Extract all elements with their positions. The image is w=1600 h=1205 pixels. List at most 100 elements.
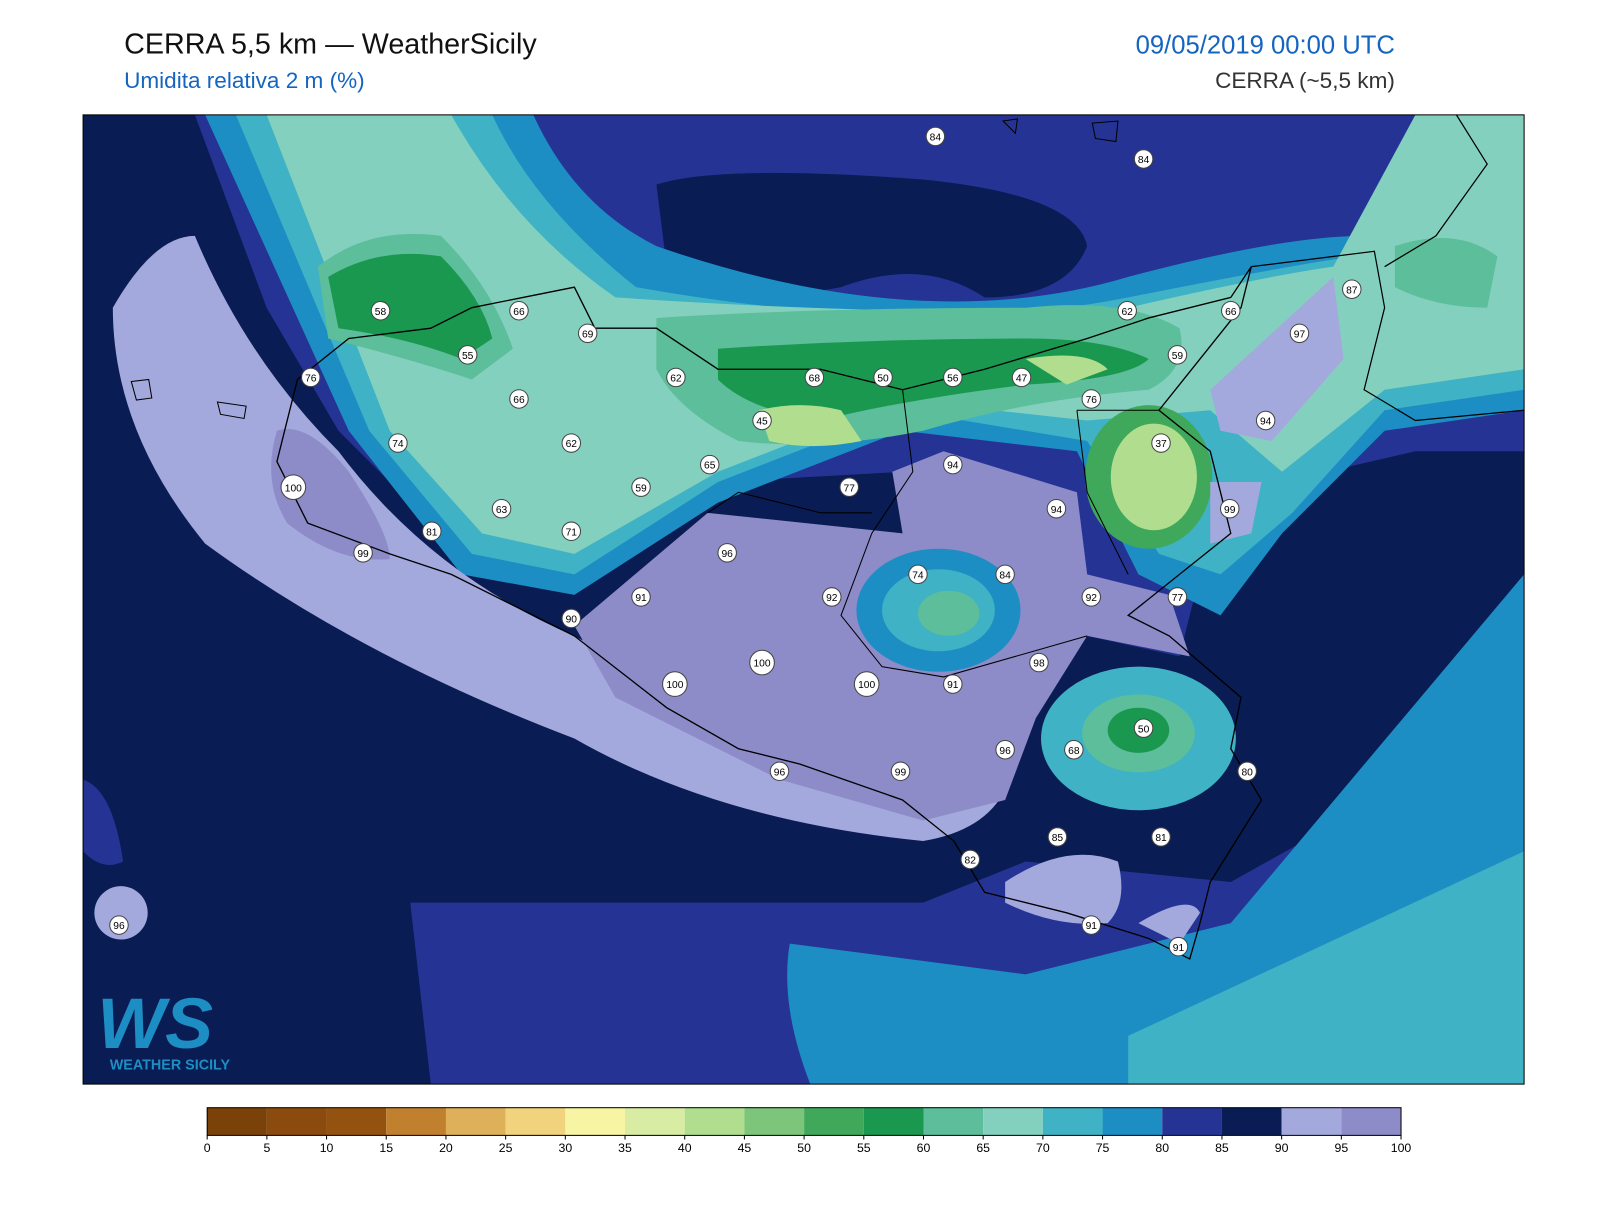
colorbar-segment [505, 1107, 566, 1136]
station-marker [561, 433, 582, 453]
station-value: 80 [1241, 767, 1253, 778]
station-value: 77 [844, 483, 856, 494]
colorbar-segment [1042, 1107, 1103, 1136]
station-marker [109, 915, 129, 935]
station-marker [1168, 936, 1189, 957]
station-marker [1133, 718, 1154, 738]
station-value: 99 [895, 767, 907, 778]
field [271, 429, 390, 560]
colorbar-tick-label: 75 [1096, 1141, 1110, 1155]
station-marker [1133, 149, 1154, 169]
colorbar-tick-label: 0 [204, 1141, 211, 1155]
station-value: 98 [1033, 659, 1045, 670]
colorbar-segment [1341, 1107, 1402, 1136]
station-value: 68 [809, 374, 821, 385]
station-value: 84 [999, 570, 1011, 581]
station-marker [822, 587, 842, 607]
station-value: 91 [947, 680, 959, 691]
station-marker [908, 564, 928, 585]
station-value: 96 [774, 767, 786, 778]
station-marker [943, 454, 963, 475]
station-value: 59 [635, 483, 647, 494]
logo: WS WEATHER SICILY [97, 984, 230, 1074]
colorbar-segment [923, 1107, 984, 1136]
station-value: 82 [965, 856, 977, 867]
station-labels: 84 84 87 58 66 69 62 66 97 55 59 76 62 68 50 56 47 66 76 45… [109, 126, 1362, 957]
colorbar-segment [266, 1107, 327, 1136]
station-marker [457, 345, 478, 365]
station-value: 90 [566, 615, 578, 626]
station-marker [1046, 498, 1067, 519]
station-marker [943, 367, 963, 388]
station-value: 71 [566, 527, 578, 538]
station-marker [1221, 301, 1241, 321]
field [1110, 423, 1197, 531]
station-value: 58 [375, 307, 387, 318]
station-value: 84 [1138, 155, 1150, 166]
station-value: 68 [1068, 746, 1080, 757]
station-marker [890, 761, 911, 782]
station-marker [662, 671, 688, 697]
colorbar-tick-label: 25 [499, 1141, 513, 1155]
station-value: 74 [392, 439, 404, 450]
station-marker [577, 323, 598, 344]
colorbar-tick-label: 55 [857, 1141, 871, 1155]
station-marker [1081, 915, 1102, 935]
station-marker [1081, 587, 1102, 607]
datetime: 09/05/2019 00:00 UTC [1136, 31, 1395, 59]
station-value: 55 [462, 351, 474, 362]
station-value: 100 [666, 680, 683, 691]
colorbar: 0 5 10 15 20 25 30 35 40 45 50 55 60 65 70 75 80 85 90 95 10… [204, 1107, 1412, 1155]
station-marker [509, 301, 529, 321]
coastline [276, 266, 1263, 960]
station-value: 66 [513, 395, 525, 406]
colorbar-tick-label: 15 [379, 1141, 393, 1155]
colorbar-tick-label: 5 [263, 1141, 270, 1155]
colorbar-tick-label: 70 [1036, 1141, 1050, 1155]
coastline [1251, 114, 1525, 422]
station-marker [749, 649, 775, 676]
station-value: 65 [704, 461, 716, 472]
station-value: 94 [1260, 417, 1272, 428]
station-marker [631, 477, 651, 497]
title: CERRA 5,5 km — WeatherSicily [124, 28, 537, 60]
station-value: 96 [721, 549, 733, 560]
colorbar-segment [625, 1107, 685, 1136]
station-marker [717, 543, 737, 563]
station-marker [995, 564, 1015, 585]
station-value: 99 [357, 549, 369, 560]
station-value: 77 [1172, 593, 1184, 604]
station-marker [561, 521, 582, 542]
station-marker [1117, 301, 1137, 321]
station-marker [1167, 345, 1188, 365]
station-marker [804, 367, 825, 388]
colorbar-tick-label: 100 [1391, 1141, 1412, 1155]
station-marker [1047, 827, 1068, 847]
station-value: 97 [1294, 329, 1306, 340]
station-value: 100 [285, 483, 302, 494]
map-frame [82, 114, 1525, 1085]
station-value: 74 [912, 570, 924, 581]
field [317, 233, 1498, 445]
station-value: 81 [1155, 833, 1167, 844]
colorbar-segment [684, 1107, 745, 1136]
colorbar-segment [1102, 1107, 1163, 1136]
station-value: 63 [496, 505, 508, 516]
map: 84 84 87 58 66 69 62 66 97 55 59 76 62 68 50 56 47 66 76 45… [83, 114, 1525, 1085]
station-value: 47 [1016, 374, 1028, 385]
station-marker [1064, 740, 1084, 760]
station-value: 45 [756, 417, 768, 428]
station-marker [960, 849, 980, 870]
station-marker [1151, 433, 1171, 453]
field [83, 779, 124, 865]
station-value: 92 [826, 593, 838, 604]
station-value: 59 [1172, 351, 1184, 362]
station-value: 76 [305, 374, 317, 385]
border [707, 389, 1159, 678]
field [917, 590, 980, 636]
colorbar-tick-label: 35 [618, 1141, 632, 1155]
colorbar-segment [207, 1107, 267, 1136]
station-marker [631, 587, 651, 607]
station-marker [370, 301, 391, 321]
